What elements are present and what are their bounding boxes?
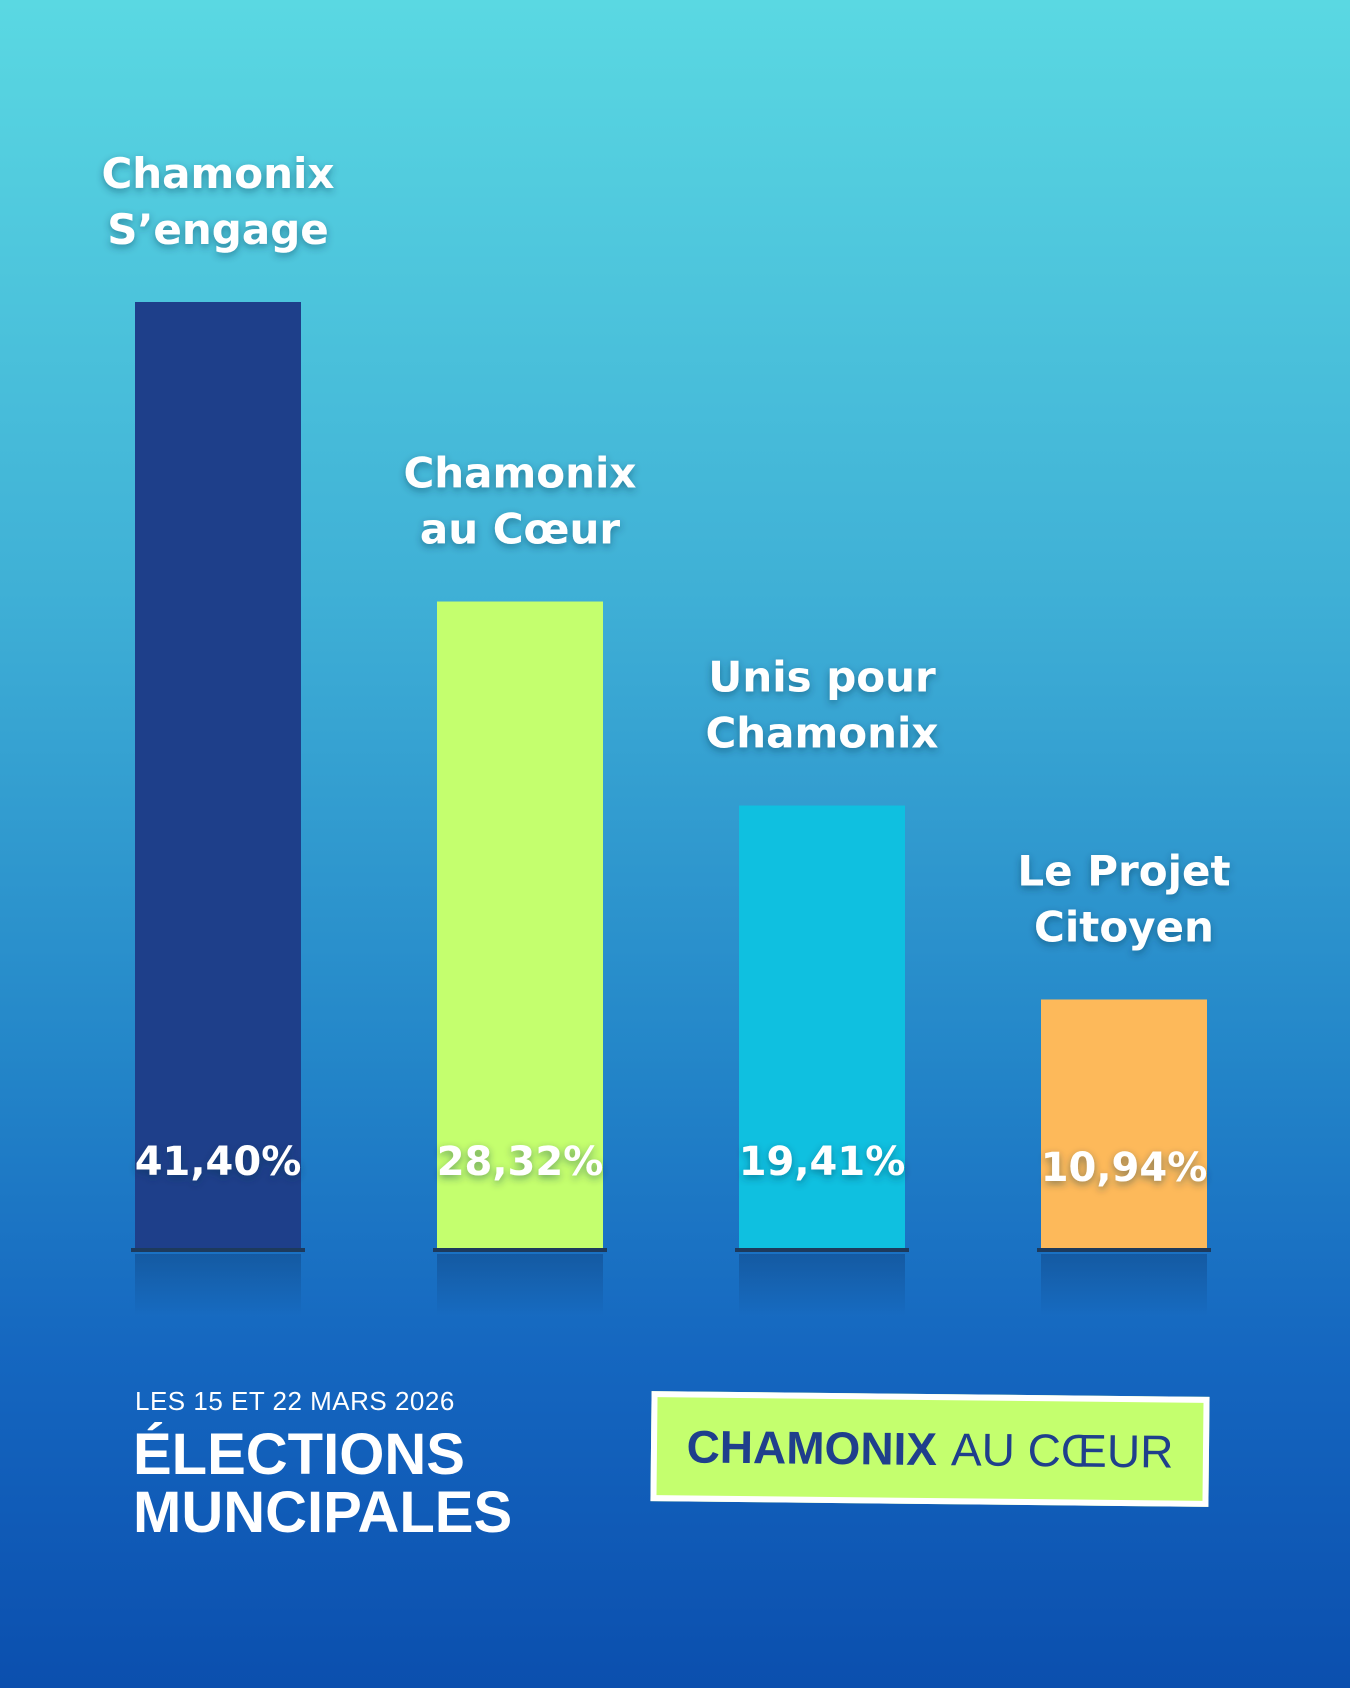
bar-3 [739,805,905,1250]
category-label-2: Chamonix au Cœur [403,449,636,554]
bar-base-line [433,1248,607,1252]
bar-reflection [437,1254,603,1316]
bar-4 [1041,999,1207,1250]
title-line-2: MUNCIPALES [133,1480,513,1545]
logo-text-bold: CHAMONIX [686,1420,938,1476]
title-line-1: ÉLECTIONS [133,1422,465,1487]
logo-text-light: AU CŒUR [950,1423,1174,1478]
category-label-3: Unis pour Chamonix [705,653,938,758]
bar-base-line [131,1248,305,1252]
bar-reflection [1041,1254,1207,1316]
bar-reflection [135,1254,301,1316]
campaign-logo: CHAMONIX AU CŒUR [650,1391,1210,1507]
category-label-1: Chamonix S’engage [101,149,334,254]
value-label-1: 41,40% [135,1139,302,1185]
bar-1 [135,302,301,1250]
value-label-2: 28,32% [437,1139,604,1185]
value-label-4: 10,94% [1041,1145,1208,1191]
bar-reflection [739,1254,905,1316]
election-dates: LES 15 ET 22 MARS 2026 [135,1386,455,1416]
page-title: ÉLECTIONS MUNCIPALES [133,1426,512,1542]
category-label-4: Le Projet Citoyen [1017,846,1230,951]
bar-2 [437,601,603,1250]
bar-base-line [1037,1248,1211,1252]
bar-chart: Chamonix S’engage 41,40% Chamonix au Cœur 28,… [101,149,1231,1316]
value-label-3: 19,41% [739,1139,906,1185]
bar-base-line [735,1248,909,1252]
